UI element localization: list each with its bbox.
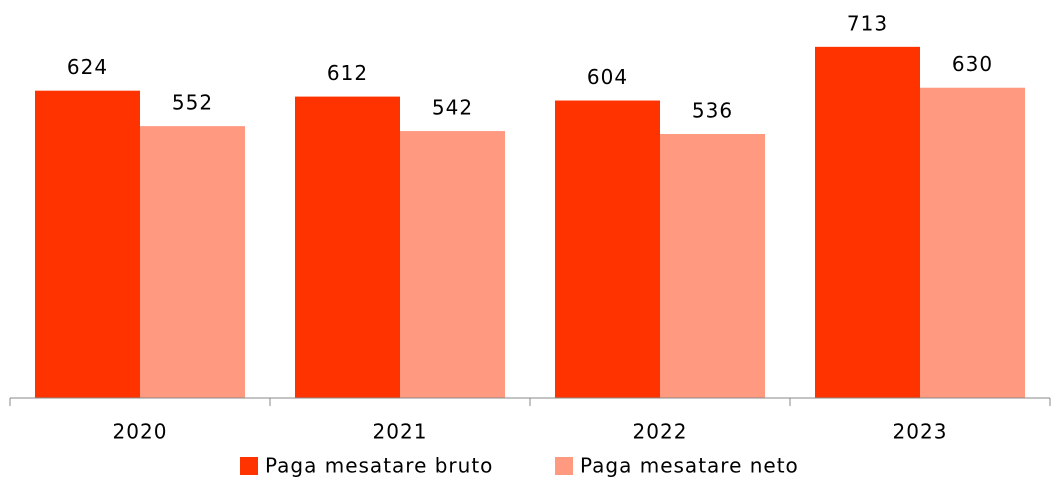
legend-swatch — [555, 457, 573, 475]
bar — [555, 100, 660, 398]
value-label: 612 — [327, 61, 368, 85]
x-tick-label: 2020 — [113, 420, 168, 444]
legend-label: Paga mesatare bruto — [265, 454, 493, 477]
legend-label: Paga mesatare neto — [580, 454, 799, 477]
value-label: 536 — [692, 99, 733, 123]
bar — [815, 46, 920, 398]
bar — [660, 134, 765, 398]
bar — [920, 87, 1025, 398]
value-label: 552 — [172, 91, 213, 115]
value-label: 630 — [952, 52, 993, 76]
x-tick-label: 2021 — [373, 420, 428, 444]
bar — [295, 96, 400, 398]
value-label: 542 — [432, 96, 473, 120]
x-tick-label: 2022 — [633, 420, 688, 444]
value-label: 624 — [67, 55, 108, 79]
value-label: 604 — [587, 65, 628, 89]
value-label: 713 — [847, 11, 888, 35]
legend-swatch — [240, 457, 258, 475]
bar — [35, 90, 140, 399]
bar — [400, 131, 505, 398]
x-tick-label: 2023 — [893, 420, 948, 444]
bar — [140, 126, 245, 398]
